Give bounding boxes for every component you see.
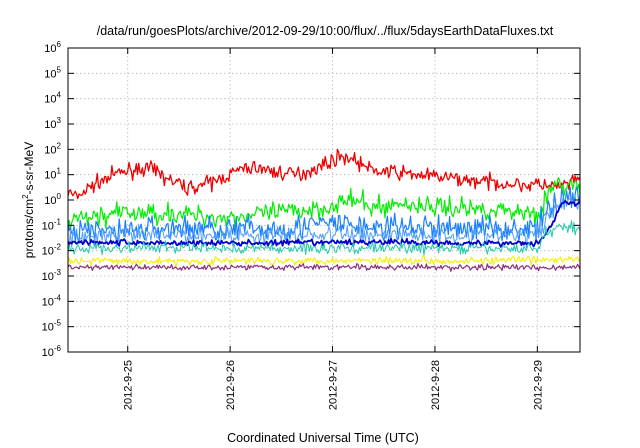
chart-title: /data/run/goesPlots/archive/2012-09-29/1… <box>97 24 554 38</box>
y-tick-label: 10-3 <box>42 268 62 283</box>
x-tick-label: 2012-9-29 <box>532 360 544 410</box>
series-line <box>67 148 581 200</box>
grid <box>68 48 580 352</box>
x-tick-label: 2012-9-27 <box>328 360 340 410</box>
ticks <box>68 47 580 353</box>
y-tick-label: 105 <box>44 65 61 80</box>
y-tick-label: 10-2 <box>42 243 62 258</box>
series-line <box>67 255 581 267</box>
series-line <box>67 220 581 257</box>
y-tick-labels: 10-6 10-5 10-4 10-3 10-2 10-1 100 101 102 103 104 1… <box>42 40 62 359</box>
y-tick-label: 10-4 <box>42 293 62 308</box>
y-tick-label: 101 <box>44 167 61 182</box>
series-line <box>67 200 581 248</box>
y-tick-label: 106 <box>44 40 61 55</box>
x-tick-label: 2012-9-25 <box>123 360 135 410</box>
y-axis-label-post: -s-sr-MeV <box>22 142 36 195</box>
y-tick-label: 103 <box>44 116 61 131</box>
x-axis-label: Coordinated Universal Time (UTC) <box>227 431 419 445</box>
y-tick-label: 104 <box>44 91 61 106</box>
y-axis-label-pre: protons/cm <box>22 199 36 258</box>
y-tick-label: 10-1 <box>42 217 62 232</box>
y-tick-label: 102 <box>44 141 61 156</box>
y-tick-label: 100 <box>44 192 61 207</box>
x-tick-label: 2012-9-28 <box>430 360 442 410</box>
x-tick-label: 2012-9-26 <box>225 360 237 410</box>
series-line <box>67 195 581 249</box>
series-line <box>67 262 581 272</box>
y-axis-label: protons/cm2-s-sr-MeV <box>21 142 36 258</box>
y-axis-label-sup: 2 <box>21 194 30 199</box>
y-tick-label: 10-5 <box>42 319 62 334</box>
series-group <box>67 148 581 272</box>
y-tick-label: 10-6 <box>42 344 62 359</box>
series-line <box>67 177 581 230</box>
x-tick-labels: 2012-9-25 2012-9-26 2012-9-27 2012-9-28 2012… <box>123 360 545 410</box>
